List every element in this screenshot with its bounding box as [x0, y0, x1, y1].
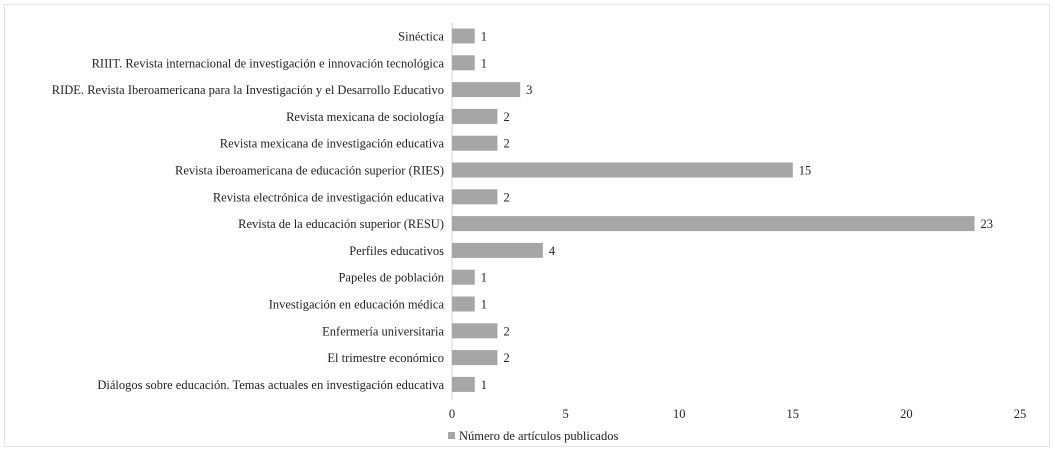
bar — [452, 350, 498, 366]
data-label: 2 — [503, 324, 509, 338]
bar — [452, 55, 475, 71]
bar — [452, 162, 793, 178]
category-label: Perfiles educativos — [349, 244, 444, 258]
x-tick-label: 10 — [673, 407, 686, 421]
bar — [452, 216, 975, 232]
category-label: Revista iberoamericana de educación supe… — [175, 164, 444, 178]
bar — [452, 269, 475, 285]
data-label: 1 — [481, 298, 487, 312]
data-label: 2 — [503, 137, 509, 151]
data-label: 2 — [503, 351, 509, 365]
data-label: 1 — [481, 56, 487, 70]
data-label: 3 — [526, 83, 532, 97]
data-label: 1 — [481, 30, 487, 44]
bar — [452, 108, 498, 124]
bar — [452, 242, 543, 258]
category-label: Investigación en educación médica — [269, 298, 445, 312]
x-tick-label: 20 — [900, 407, 913, 421]
data-label: 15 — [799, 164, 812, 178]
category-label: El trimestre económico — [327, 351, 444, 365]
x-tick-label: 15 — [787, 407, 800, 421]
bar — [452, 135, 498, 151]
bar — [452, 323, 498, 339]
x-tick-label: 25 — [1014, 407, 1027, 421]
category-label: Revista electrónica de investigación edu… — [213, 190, 445, 204]
category-label: Sinéctica — [398, 30, 444, 44]
bar — [452, 82, 521, 98]
data-label: 2 — [503, 190, 509, 204]
data-label: 2 — [503, 110, 509, 124]
category-label: RIIIT. Revista internacional de investig… — [92, 56, 445, 70]
category-label: Enfermería universitaria — [322, 324, 444, 338]
x-tick-label: 0 — [449, 407, 455, 421]
bar — [452, 376, 475, 392]
category-label: Papeles de población — [338, 271, 444, 285]
bar — [452, 189, 498, 205]
data-label: 1 — [481, 271, 487, 285]
data-label: 1 — [481, 378, 487, 392]
bar — [452, 28, 475, 44]
category-label: RIDE. Revista Iberoamericana para la Inv… — [52, 83, 444, 97]
category-label: Revista mexicana de sociología — [286, 110, 444, 124]
legend-label: Número de artículos publicados — [459, 429, 618, 443]
data-label: 4 — [549, 244, 556, 258]
category-label: Diálogos sobre educación. Temas actuales… — [97, 378, 444, 392]
x-tick-label: 5 — [562, 407, 568, 421]
category-label: Revista mexicana de investigación educat… — [220, 137, 445, 151]
legend-swatch — [448, 432, 455, 439]
bar — [452, 296, 475, 312]
data-label: 23 — [981, 217, 994, 231]
category-label: Revista de la educación superior (RESU) — [238, 217, 444, 231]
